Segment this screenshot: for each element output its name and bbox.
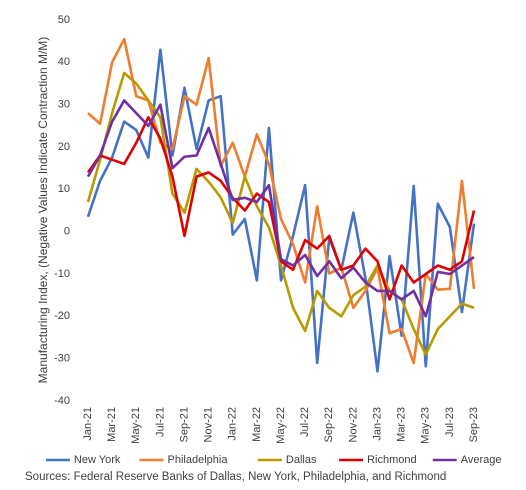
series-line [86,99,475,318]
y-tick-label: 30 [58,99,70,111]
x-tick-label: Sep-21 [178,407,190,442]
series-line [86,48,476,373]
source: Sources: Federal Reserve Banks of Dallas… [25,471,446,483]
legend-label: Average [461,454,502,466]
x-tick-label: Mar-23 [396,407,408,442]
x-tick-label: Sep-23 [468,407,480,442]
y-tick-label: 20 [58,141,70,153]
x-tick-label: May-21 [130,407,142,444]
legend-label: New York [74,454,121,466]
y-tick-label: -30 [54,353,70,365]
x-tick-label: Jul-22 [299,407,311,437]
x-tick-label: Jan-22 [227,407,239,441]
y-tick-label: -20 [54,310,70,322]
x-tick-label: Nov-21 [203,407,215,442]
y-tick-label: -10 [54,268,70,280]
legend-label: Richmond [367,454,417,466]
legend-label: Philadelphia [168,454,229,466]
x-tick-label: Jan-21 [82,407,94,441]
x-tick-label: May-23 [420,407,432,444]
x-tick-label: Mar-22 [251,407,263,442]
y-tick-label: 0 [64,226,70,238]
series-line [86,116,476,301]
x-tick-label: Nov-22 [347,407,359,442]
y-tick-label: 40 [58,56,70,68]
x-tick-label: Jul-21 [154,407,166,437]
series-line [86,71,475,356]
x-tick-label: Jul-23 [444,407,456,437]
x-tick-label: Sep-22 [323,407,335,442]
legend-label: Dallas [286,454,317,466]
y-tick-label: 50 [58,14,70,26]
x-tick-label: May-22 [275,407,287,444]
y-tick-label: -40 [54,395,70,407]
y-axis-label: Manufacturing Index, (Negative Values In… [36,37,50,384]
y-tick-label: 10 [58,183,70,195]
x-tick-label: Jan-23 [371,407,383,441]
x-tick-label: Mar-21 [106,407,118,442]
series-line [87,37,476,365]
